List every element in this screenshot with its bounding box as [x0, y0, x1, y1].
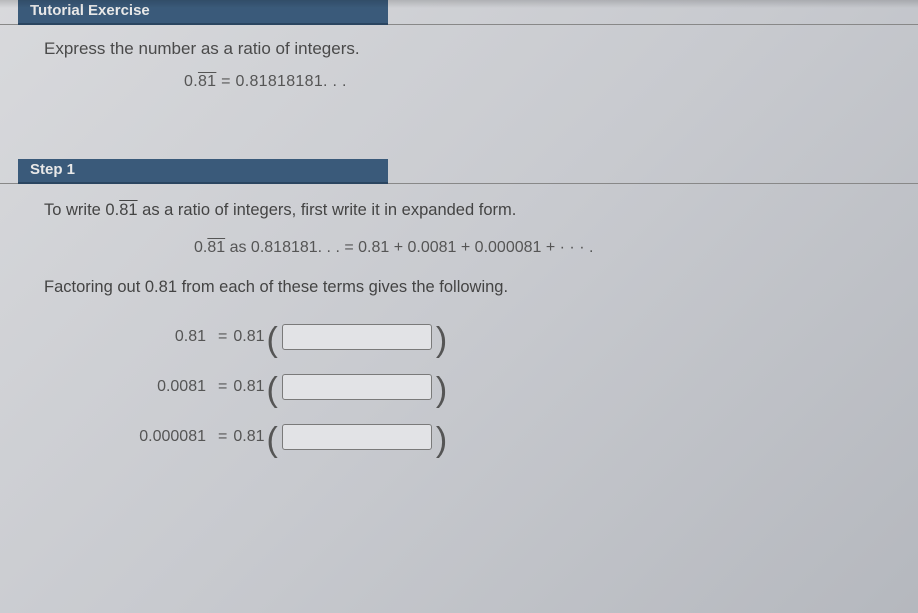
tutorial-header-label: Tutorial Exercise — [30, 2, 150, 19]
exp-repeat: 81 — [207, 239, 225, 256]
row-eq: = — [212, 378, 233, 396]
tutorial-exercise-header: Tutorial Exercise — [18, 0, 388, 25]
step1-header: Step 1 — [18, 159, 388, 184]
intro-repeat: 81 — [119, 201, 137, 219]
answer-input-2[interactable] — [282, 374, 432, 400]
exp-mid: as 0.818181. . . = 0.81 + 0.0081 + 0.000… — [225, 239, 593, 256]
factor-row: 0.81 = 0.81 ( ) — [104, 324, 888, 350]
tutorial-equation: 0.81 = 0.81818181. . . — [44, 73, 888, 91]
tutorial-prompt: Express the number as a ratio of integer… — [44, 39, 888, 59]
row-left: 0.81 — [104, 328, 212, 346]
row-left: 0.0081 — [104, 378, 212, 396]
step1-expansion-line: 0.81 as 0.818181. . . = 0.81 + 0.0081 + … — [44, 239, 888, 257]
row-coef: 0.81 — [233, 428, 264, 446]
step1-content: To write 0.81 as a ratio of integers, fi… — [0, 184, 918, 494]
row-left: 0.000081 — [104, 428, 212, 446]
step1-header-label: Step 1 — [30, 161, 75, 178]
step1-intro: To write 0.81 as a ratio of integers, fi… — [44, 198, 888, 223]
row-eq: = — [212, 428, 233, 446]
factor-row: 0.0081 = 0.81 ( ) — [104, 374, 888, 400]
lhs-prefix: 0. — [184, 73, 198, 90]
factor-row: 0.000081 = 0.81 ( ) — [104, 424, 888, 450]
eq-sign: = — [216, 73, 235, 90]
answer-input-1[interactable] — [282, 324, 432, 350]
answer-input-3[interactable] — [282, 424, 432, 450]
lhs-repeating: 81 — [198, 73, 216, 90]
tutorial-content: Express the number as a ratio of integer… — [0, 25, 918, 131]
rhs-expansion: 0.81818181. . . — [236, 73, 347, 90]
row-coef: 0.81 — [233, 378, 264, 396]
exp-pre: 0. — [194, 239, 207, 256]
page-container: Tutorial Exercise Express the number as … — [0, 0, 918, 613]
intro-post: as a ratio of integers, first write it i… — [138, 201, 517, 219]
row-coef: 0.81 — [233, 328, 264, 346]
step1-factor-text: Factoring out 0.81 from each of these te… — [44, 275, 888, 300]
intro-pre: To write 0. — [44, 201, 119, 219]
row-eq: = — [212, 328, 233, 346]
